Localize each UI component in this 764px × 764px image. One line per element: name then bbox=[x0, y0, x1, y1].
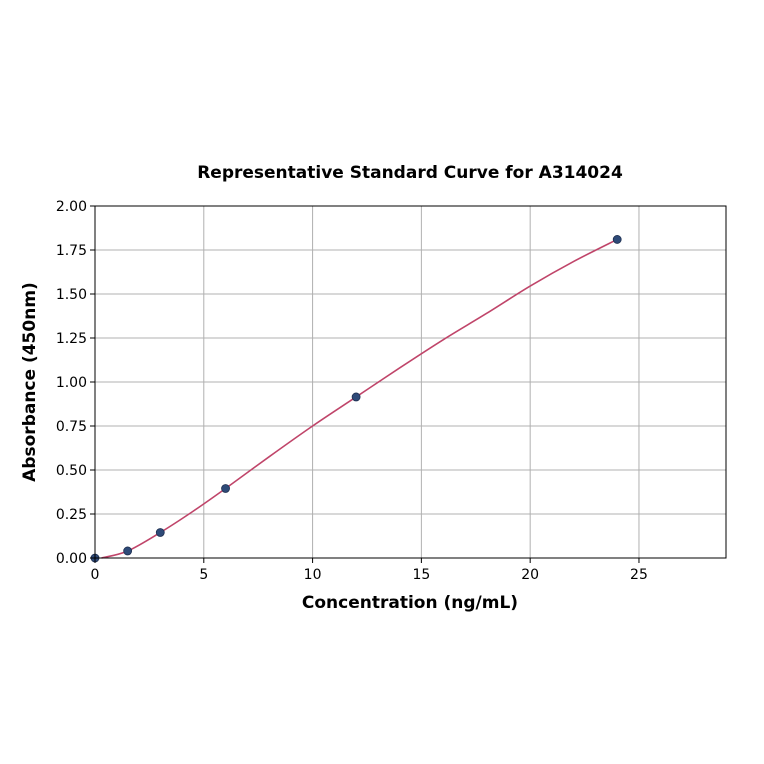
grid-lines bbox=[94, 205, 726, 559]
data-point bbox=[155, 528, 165, 537]
y-tick-label: 1.25 bbox=[56, 331, 87, 347]
data-point bbox=[351, 392, 361, 402]
x-axis-label: Concentration (ng/mL) bbox=[302, 593, 518, 613]
data-points bbox=[90, 235, 622, 563]
y-tick-label: 0.00 bbox=[56, 551, 87, 567]
x-tick-label: 15 bbox=[412, 567, 430, 583]
y-tick-label: 0.25 bbox=[56, 507, 87, 523]
x-tick-label: 20 bbox=[521, 567, 539, 583]
y-axis-ticks: 0.00 0.25 0.50 0.75 1.00 1.25 1.50 1.75 2.00 bbox=[56, 199, 95, 567]
data-point bbox=[221, 484, 230, 493]
x-tick-label: 25 bbox=[630, 567, 648, 583]
data-point bbox=[123, 546, 133, 556]
x-tick-label: 10 bbox=[304, 567, 322, 583]
x-axis-ticks: 0 5 10 15 20 25 bbox=[91, 558, 648, 583]
x-tick-label: 5 bbox=[199, 567, 208, 583]
y-axis-label: Absorbance (450nm) bbox=[20, 282, 40, 482]
y-tick-label: 2.00 bbox=[56, 199, 87, 215]
y-tick-label: 1.00 bbox=[56, 375, 87, 391]
data-point bbox=[612, 235, 622, 244]
y-tick-label: 0.75 bbox=[56, 419, 87, 435]
x-tick-label: 0 bbox=[91, 567, 100, 583]
y-tick-label: 0.50 bbox=[56, 463, 87, 479]
y-tick-label: 1.50 bbox=[56, 287, 87, 303]
y-tick-label: 1.75 bbox=[56, 243, 87, 259]
chart-title: Representative Standard Curve for A31402… bbox=[197, 163, 623, 183]
